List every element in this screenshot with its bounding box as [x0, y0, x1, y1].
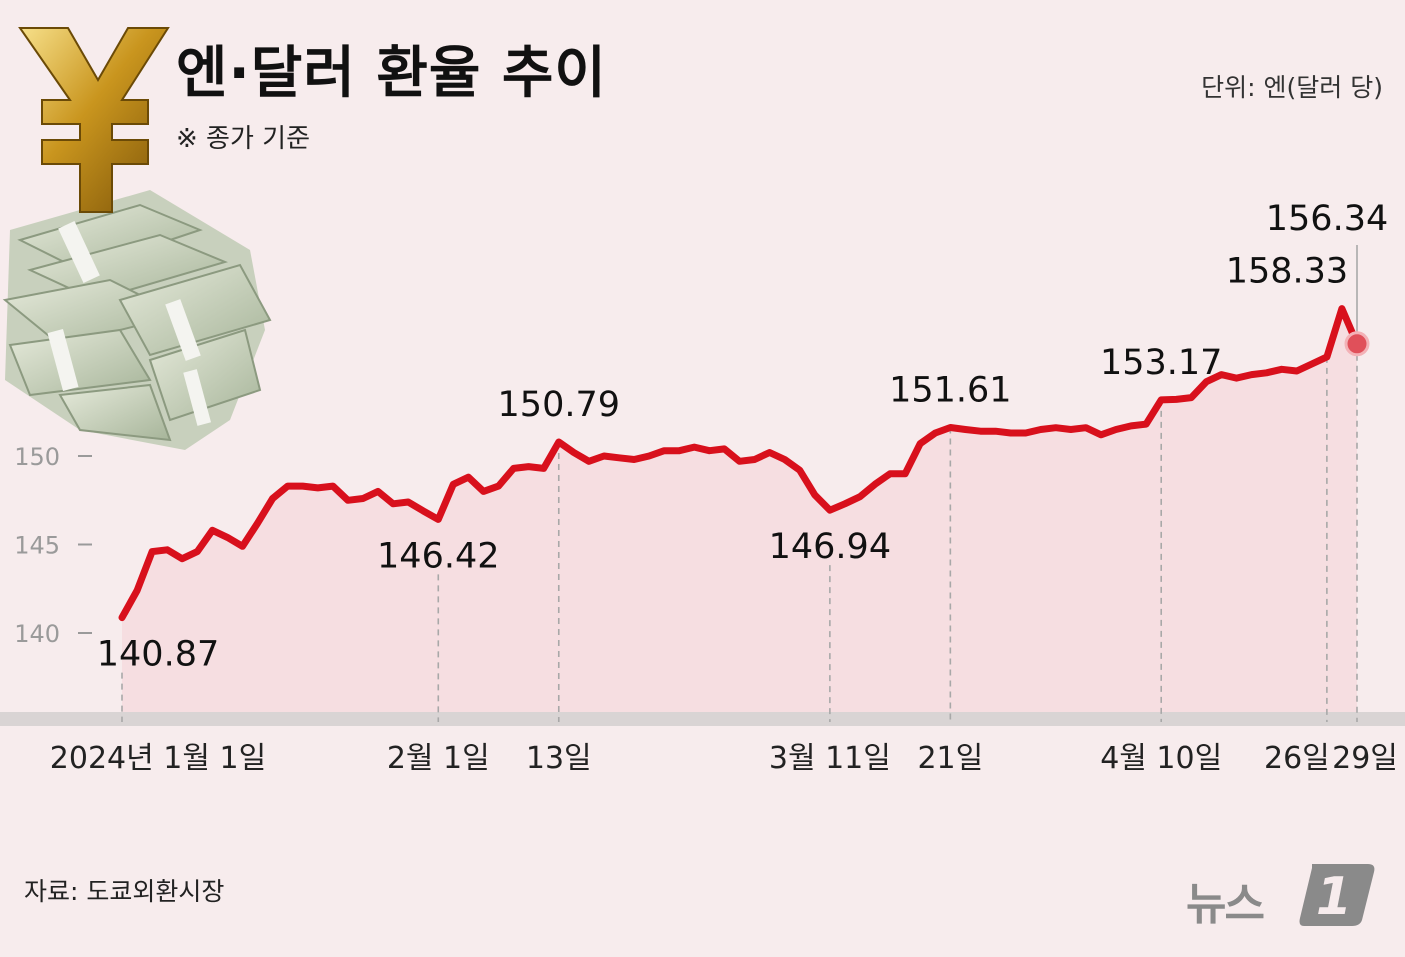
y-tick-label: 150	[14, 443, 60, 471]
news1-logo: 뉴스 1	[1186, 854, 1386, 934]
y-tick-label: 145	[14, 532, 60, 560]
x-tick-label: 26일	[1264, 741, 1330, 776]
area-fill	[122, 308, 1357, 712]
data-label: 158.33	[1226, 252, 1348, 292]
x-tick-label: 2월 1일	[387, 741, 490, 776]
source-label: 자료: 도쿄외환시장	[24, 877, 225, 906]
x-tick-labels: 2024년 1월 1일 2월 1일 13일 3월 11일 21일 4월 10일 26일 29일	[50, 741, 1398, 776]
data-labels: 140.87 146.42 150.79 146.94 151.61 153.17 158.…	[97, 199, 1388, 675]
data-label: 146.42	[377, 536, 499, 576]
data-label: 156.34	[1266, 199, 1388, 239]
x-axis-band	[0, 712, 1405, 726]
data-label: 146.94	[769, 527, 891, 567]
x-tick-label: 3월 11일	[769, 741, 891, 776]
area-fill-shape	[122, 308, 1357, 712]
data-label: 150.79	[498, 385, 620, 425]
x-tick-label: 2024년 1월 1일	[50, 741, 266, 776]
money-stack-icon	[2, 190, 272, 450]
guide-lines	[121, 245, 1358, 722]
y-axis: 140 145 150	[14, 443, 92, 648]
data-label: 140.87	[97, 635, 219, 675]
series-line	[118, 305, 1361, 622]
y-tick-label: 140	[14, 620, 60, 648]
unit-label: 단위: 엔(달러 당)	[1201, 73, 1383, 102]
logo-text: 뉴스	[1186, 879, 1265, 930]
data-label: 153.17	[1100, 343, 1222, 383]
series-line-path	[118, 305, 1361, 622]
chart-title: 엔·달러 환율 추이	[176, 41, 607, 106]
x-tick-label: 13일	[526, 741, 592, 776]
data-label: 151.61	[889, 371, 1011, 411]
yen-sign-icon	[18, 27, 170, 213]
data-points	[1344, 331, 1370, 357]
latest-point-marker	[1344, 331, 1370, 357]
logo-mark-text: 1	[1316, 867, 1352, 927]
x-tick-label: 29일	[1332, 741, 1398, 776]
chart-subtitle: ※ 종가 기준	[176, 124, 310, 154]
logo-mark-icon: 1	[1299, 864, 1375, 927]
x-tick-label: 21일	[917, 741, 983, 776]
x-tick-label: 4월 10일	[1100, 741, 1222, 776]
